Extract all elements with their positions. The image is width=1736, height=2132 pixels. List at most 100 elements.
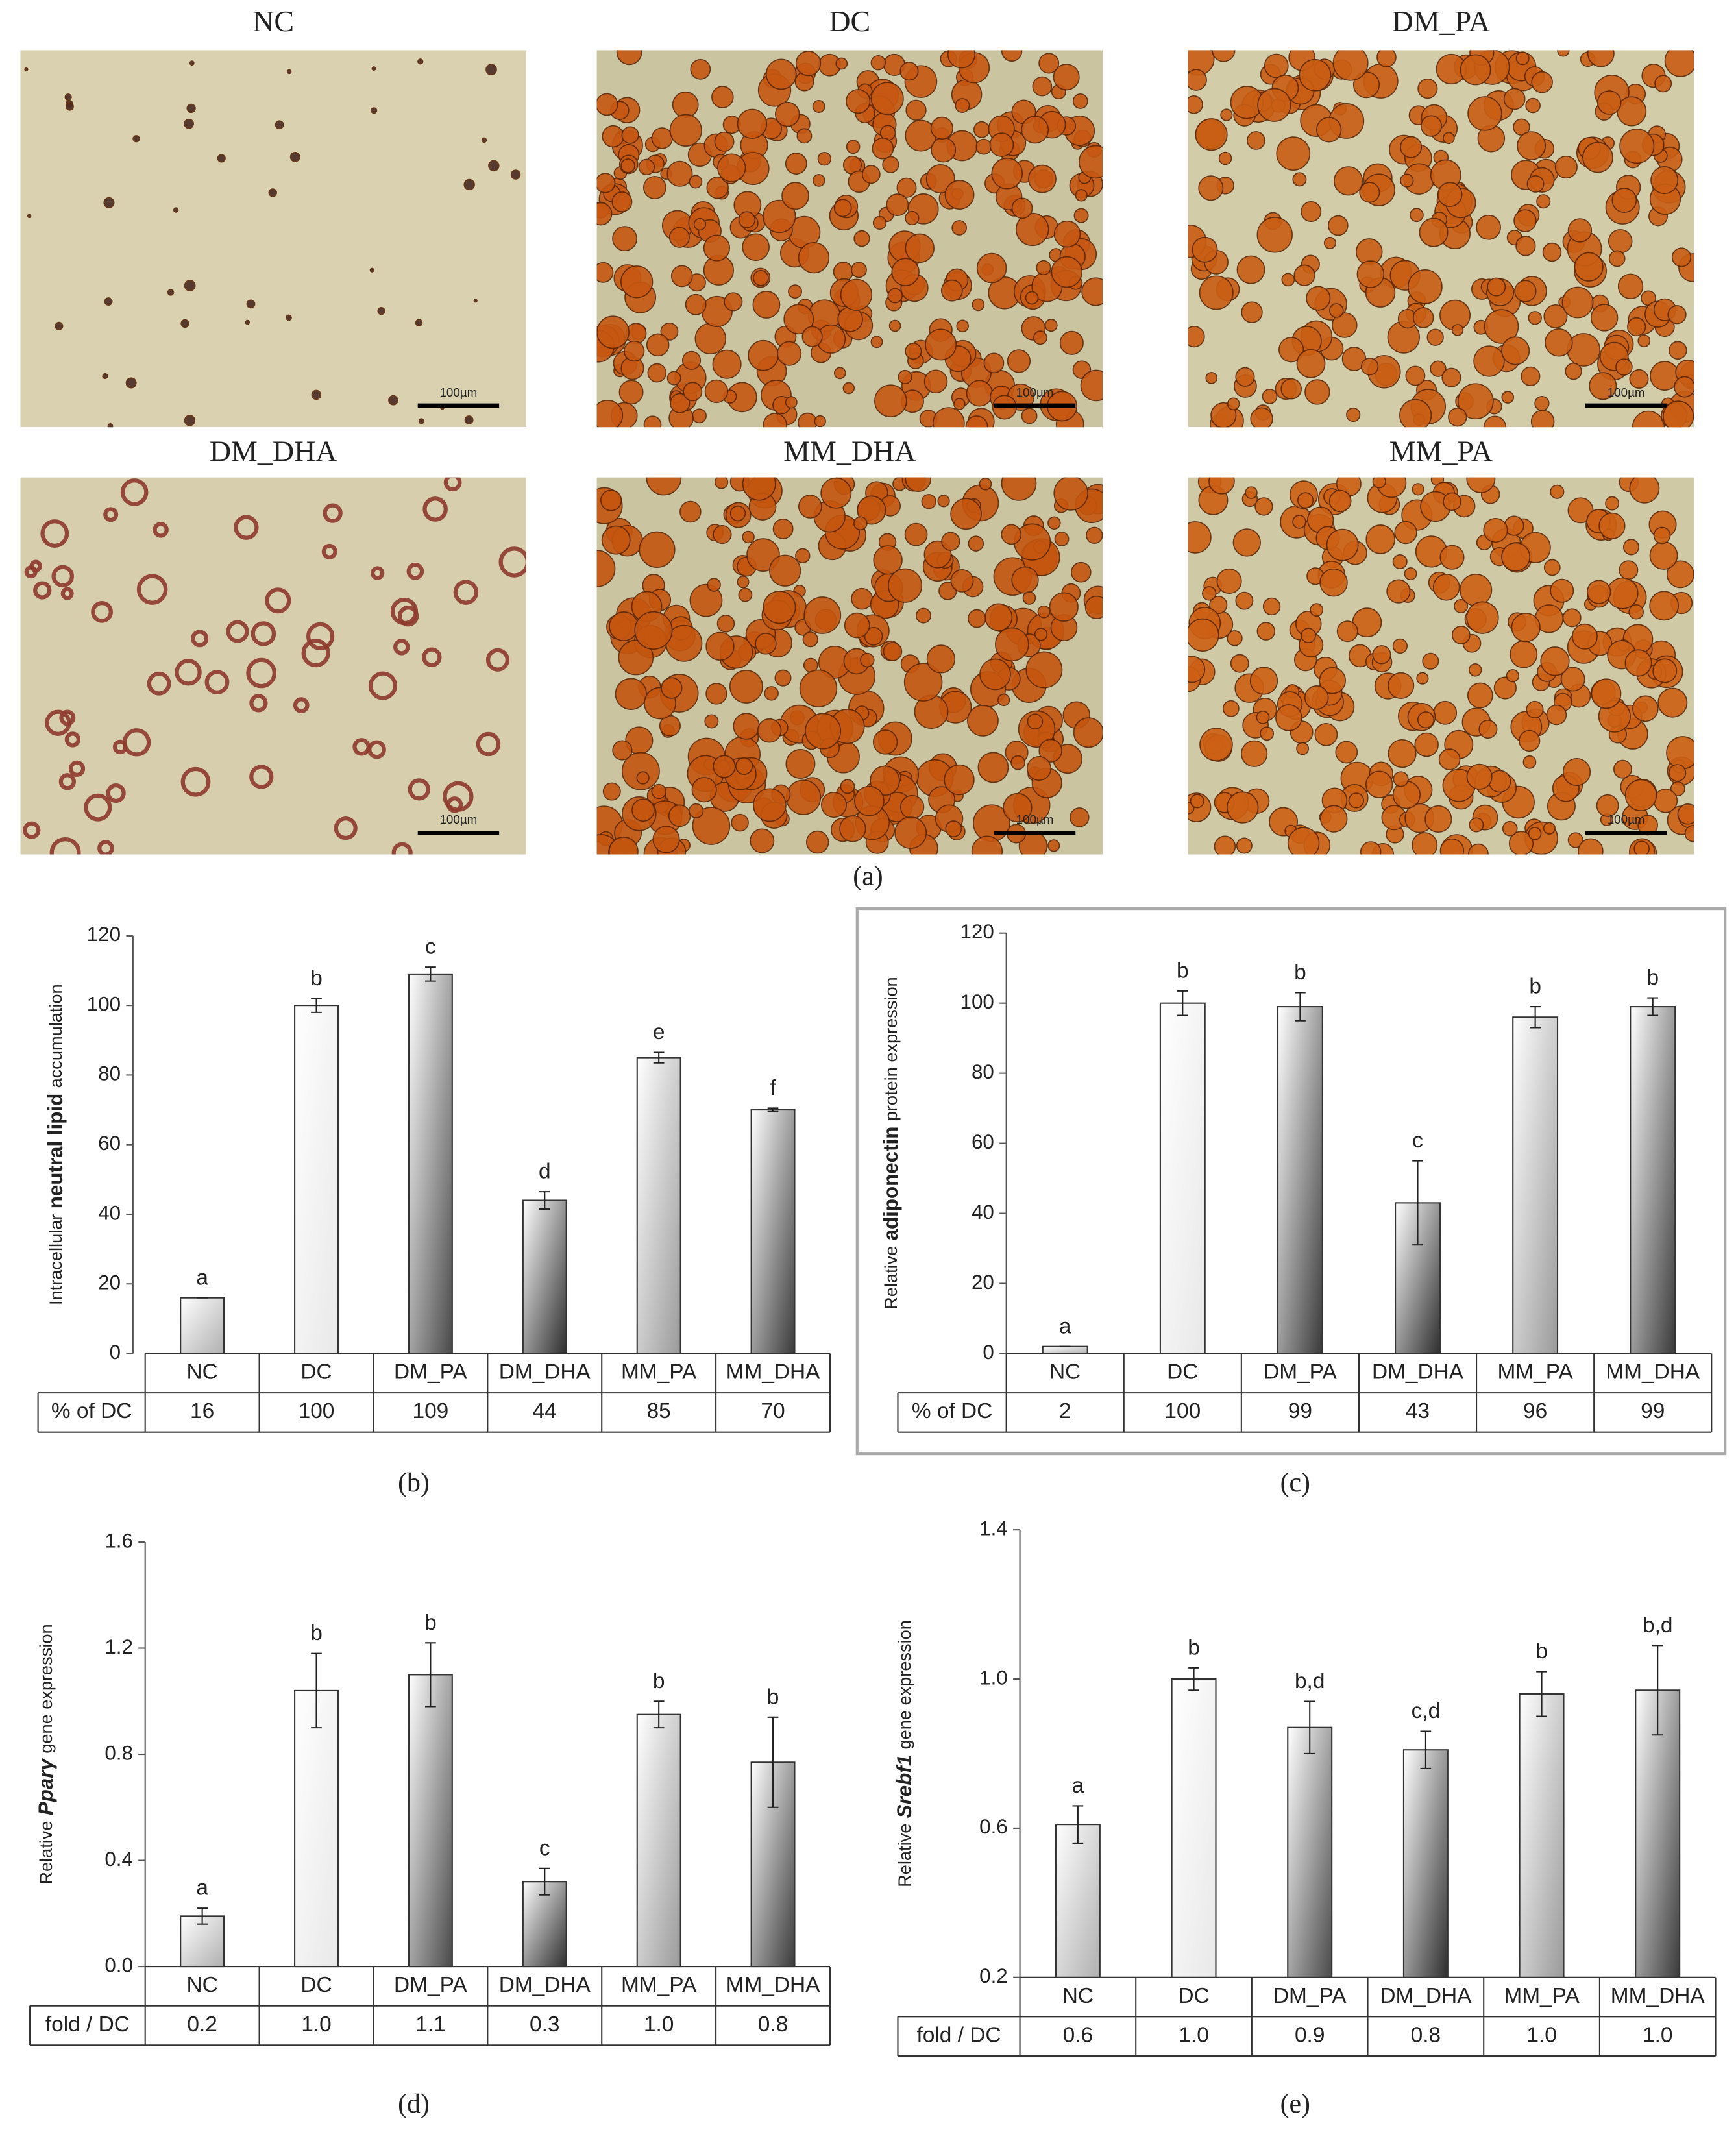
micrograph — [596, 50, 1103, 428]
lipid-droplet — [1392, 554, 1408, 569]
x-tick-label: MM_PA — [1504, 1984, 1580, 2008]
lipid-droplet — [1365, 524, 1395, 554]
lipid-droplet — [639, 531, 676, 568]
lipid-droplet — [1666, 736, 1694, 770]
lipid-droplet — [180, 766, 211, 797]
lipid-droplet — [634, 611, 673, 650]
lipid-droplet — [1011, 566, 1039, 594]
significance-label: b — [424, 1611, 437, 1635]
lipid-droplet — [1649, 591, 1679, 621]
bar — [1055, 1824, 1101, 1978]
y-axis-label-part: protein expression — [881, 977, 901, 1121]
lipid-droplet — [103, 197, 115, 208]
lipid-droplet — [1670, 781, 1685, 796]
lipid-droplet — [311, 389, 322, 400]
panel-label: DC — [829, 5, 870, 38]
lipid-droplet — [713, 524, 732, 545]
lipid-droplet — [1582, 141, 1613, 173]
lipid-droplet — [763, 413, 787, 428]
lipid-droplet — [941, 532, 960, 551]
error-bar — [311, 998, 322, 1013]
lipid-droplet — [1557, 50, 1570, 57]
lipid-droplet — [1053, 64, 1080, 91]
lipid-droplet — [894, 816, 927, 849]
lipid-droplet — [180, 319, 189, 328]
lipid-droplet — [1412, 832, 1438, 855]
table-value: 0.6 — [1063, 2024, 1093, 2048]
lipid-droplet — [621, 752, 660, 790]
lipid-droplet — [1483, 415, 1507, 428]
lipid-droplet — [983, 352, 1005, 374]
lipid-droplet — [1515, 236, 1536, 256]
lipid-droplet — [1011, 197, 1033, 219]
lipid-droplet — [1540, 646, 1570, 676]
lipid-droplet — [714, 131, 735, 152]
y-axis-label-part: neutral lipid — [44, 1094, 67, 1209]
lipid-droplet — [947, 50, 975, 69]
lipid-droplet — [393, 639, 410, 656]
lipid-droplet — [817, 152, 832, 166]
bar — [1287, 1726, 1333, 1978]
lipid-droplet — [1468, 843, 1489, 855]
y-tick-label: 40 — [972, 1201, 994, 1223]
lipid-droplet — [984, 603, 1013, 631]
lipid-droplet — [652, 826, 680, 853]
lipid-droplet — [944, 180, 975, 210]
lipid-droplet — [1574, 252, 1604, 282]
lipid-droplet — [1510, 640, 1538, 668]
lipid-droplet — [1073, 208, 1089, 223]
lipid-droplet — [930, 116, 954, 140]
bar — [1042, 1345, 1088, 1354]
lipid-droplet — [84, 793, 112, 822]
lipid-droplet — [173, 207, 179, 213]
lipid-droplet — [1542, 242, 1562, 262]
lipid-droplet — [1443, 492, 1461, 511]
lipid-droplet — [106, 783, 126, 803]
lipid-droplet — [1561, 286, 1594, 319]
lipid-droplet — [1619, 129, 1655, 164]
lipid-droplet — [1278, 337, 1304, 363]
lipid-droplet — [596, 202, 613, 226]
lipid-droplet — [1615, 358, 1633, 376]
lipid-droplet — [40, 519, 69, 548]
lipid-droplet — [801, 326, 823, 347]
lipid-droplet — [733, 713, 760, 740]
lipid-droplet — [670, 393, 691, 413]
lipid-droplet — [498, 546, 526, 578]
lipid-droplet — [738, 587, 753, 602]
y-axis-label: Intracellular neutral lipid accumulation — [44, 984, 67, 1305]
lipid-droplet — [690, 58, 711, 80]
lipid-droplet — [1372, 645, 1391, 665]
lipid-droplet — [1257, 88, 1291, 122]
significance-label: b — [1294, 961, 1306, 985]
lipid-droplet — [1003, 792, 1033, 823]
lipid-droplet — [711, 86, 734, 108]
lipid-droplet — [1034, 628, 1048, 641]
y-tick-label: 0.6 — [979, 1815, 1008, 1838]
lipid-droplet — [1314, 722, 1338, 746]
table-value: 0.9 — [1295, 2024, 1325, 2048]
lipid-droplet — [23, 821, 41, 839]
lipid-droplet — [694, 323, 727, 355]
table-value: 1.0 — [644, 2013, 674, 2037]
lipid-droplet — [1545, 328, 1573, 357]
lipid-droplet — [967, 705, 999, 737]
lipid-droplet — [1262, 389, 1278, 404]
significance-label: b — [1529, 975, 1541, 999]
table-value: 1.0 — [301, 2013, 331, 2037]
lipid-droplet — [1334, 166, 1363, 196]
lipid-droplet — [812, 99, 825, 113]
lipid-droplet — [1591, 678, 1622, 709]
lipid-droplet — [1256, 622, 1276, 641]
lipid-droplet — [204, 670, 230, 694]
lipid-droplet — [1484, 309, 1519, 344]
lipid-droplet — [1254, 497, 1273, 516]
table-value: 100 — [299, 1399, 335, 1423]
scale-bar-label: 100µm — [1608, 813, 1645, 826]
caption: (a) — [853, 862, 883, 892]
lipid-droplet — [757, 718, 782, 743]
lipid-droplet — [873, 545, 903, 575]
lipid-droplet — [1457, 383, 1494, 420]
lipid-droplet — [1199, 275, 1234, 310]
